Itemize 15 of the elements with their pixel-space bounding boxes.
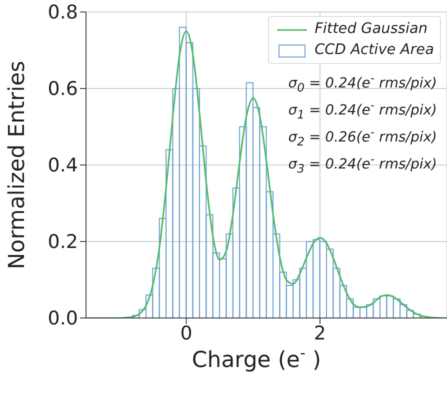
legend-label: Fitted Gaussian <box>314 20 428 39</box>
annotation: σ$_{3}$ = 0.24(e$^{-}$ rms/pix) <box>288 150 437 178</box>
annotation: σ$_{1}$ = 0.24(e$^{-}$ rms/pix) <box>288 96 437 124</box>
y-axis-title: Normalized Entries <box>5 60 30 270</box>
legend-label: CCD Active Area <box>314 41 434 60</box>
annotation: σ$_{0}$ = 0.24(e$^{-}$ rms/pix) <box>288 70 437 96</box>
x-tick-label: 2 <box>314 322 326 344</box>
y-tick-label: 0.4 <box>48 154 78 177</box>
y-tick-label: 0.2 <box>48 231 78 254</box>
y-tick-label: 0.0 <box>48 308 78 330</box>
annotation: σ$_{2}$ = 0.26(e$^{-}$ rms/pix) <box>288 124 437 150</box>
x-tick-label: 0 <box>180 322 192 344</box>
x-axis-title: Charge (e$^{-}$) <box>192 344 322 373</box>
y-tick-label: 0.6 <box>48 78 78 100</box>
y-tick-label: 0.8 <box>48 2 78 24</box>
